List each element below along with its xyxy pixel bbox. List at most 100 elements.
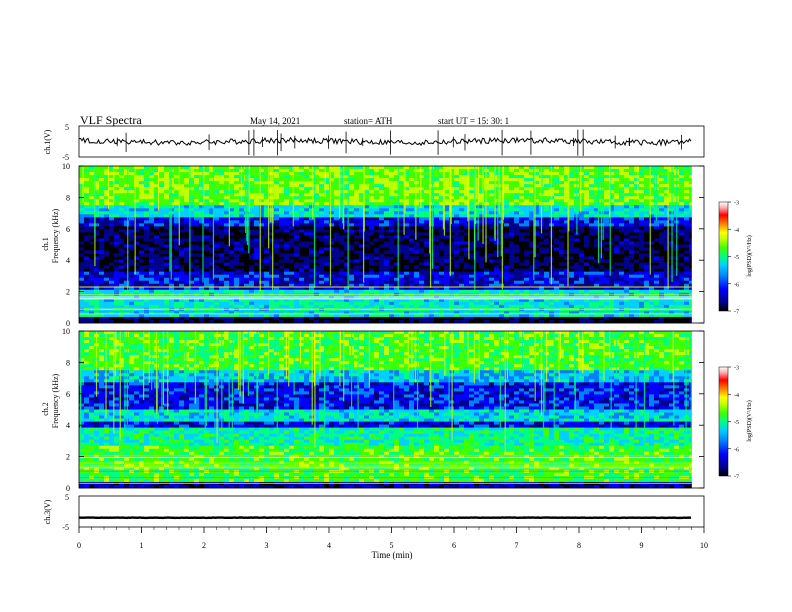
spectrogram-cell [109, 208, 115, 212]
spectrogram-cell [399, 250, 405, 254]
spectrogram-cell [414, 268, 420, 272]
spectrogram-cell [454, 280, 460, 285]
spectrogram-cell [664, 250, 670, 254]
spectrogram-cell [84, 286, 90, 291]
spectrogram-cell [369, 265, 375, 269]
spectrogram-cell [94, 268, 100, 272]
spectrogram-cell [109, 214, 115, 218]
spectrogram-cell [129, 211, 135, 215]
spectrogram-cell [299, 175, 305, 179]
spectrogram-cell [604, 232, 610, 236]
spectrogram-cell [559, 265, 565, 269]
spectrogram-cell [634, 166, 640, 170]
spectrogram-cell [199, 238, 205, 242]
spectrogram-cell [289, 274, 295, 279]
spectrogram-cell [84, 178, 90, 182]
spectrogram-cell [249, 286, 255, 291]
spectrogram-cell [189, 184, 195, 188]
spectrogram-cell [469, 262, 475, 266]
spectrogram-cell [309, 199, 315, 203]
spectrogram-cell [479, 232, 485, 236]
spectrogram-cell [529, 244, 535, 248]
spectrogram-cell [119, 226, 125, 230]
spectrogram-cell [224, 220, 230, 224]
spectrogram-cell [139, 259, 145, 263]
spectrogram-cell [174, 208, 180, 212]
spectrogram-cell [479, 268, 485, 272]
spectrogram-cell [314, 172, 320, 176]
spectrogram-cell [214, 208, 220, 212]
spectrogram-cell [364, 202, 370, 206]
spectrogram-cell [519, 241, 525, 245]
spectrogram-cell [79, 214, 85, 218]
spectrogram-cell [324, 253, 330, 257]
spectrogram-cell [89, 286, 95, 291]
spectrogram-cell [299, 172, 305, 176]
spectrogram-cell [139, 205, 145, 209]
spectrogram-cell [399, 241, 405, 245]
spectrogram-cell [594, 205, 600, 209]
spectrogram-cell [579, 268, 585, 272]
spectrogram-cell [224, 244, 230, 248]
spectrogram-cell [509, 280, 515, 285]
spectrogram-cell [454, 169, 460, 173]
spectrogram-cell [579, 202, 585, 206]
spectrogram-cell [104, 253, 110, 257]
spectrogram-cell [339, 190, 345, 194]
spectrogram-cell [349, 247, 355, 251]
spectrogram-cell [194, 223, 200, 227]
spectrogram-cell [369, 244, 375, 248]
spectrogram-cell [584, 274, 590, 279]
spectrogram-cell [534, 229, 540, 233]
spectrogram-cell [634, 214, 640, 218]
spectrogram-cell [504, 226, 510, 230]
spectrogram-cell [519, 238, 525, 242]
spectrogram-cell [94, 274, 100, 279]
spectrogram-cell [154, 268, 160, 272]
spectrogram-cell [299, 259, 305, 263]
spectrogram-cell [554, 223, 560, 227]
spectrogram-cell [444, 169, 450, 173]
spectrogram-cell [124, 175, 130, 179]
spectrogram-cell [484, 172, 490, 176]
spectrogram-cell [209, 190, 215, 194]
spectrogram-cell [304, 226, 310, 230]
spectrogram-cell [504, 271, 510, 275]
spectrogram-cell [394, 217, 400, 221]
spectrogram-cell [314, 169, 320, 173]
spectrogram-cell [634, 262, 640, 266]
spectrogram-cell [589, 235, 595, 239]
spectrogram-cell [619, 247, 625, 251]
spectrogram-cell [184, 193, 190, 197]
spectrogram-cell [79, 205, 85, 209]
spectrogram-cell [669, 283, 675, 288]
spectrogram-cell [444, 175, 450, 179]
spectrogram-cell [634, 211, 640, 215]
spectrogram-cell [369, 259, 375, 263]
spectrogram-cell [539, 235, 545, 239]
spectrogram-cell [604, 262, 610, 266]
spectrogram-cell [454, 205, 460, 209]
spectrogram-cell [94, 226, 100, 230]
spectrogram-cell [114, 178, 120, 182]
spectrogram-cell [379, 211, 385, 215]
spectrogram-cell [389, 226, 395, 230]
spectrogram-cell [444, 247, 450, 251]
spectrogram-cell [494, 220, 500, 224]
spectrogram-cell [514, 226, 520, 230]
spectrogram-cell [584, 211, 590, 215]
spectrogram-cell [579, 223, 585, 227]
spectrogram-cell [84, 283, 90, 288]
spectrogram-cell [469, 229, 475, 233]
spectrogram-cell [89, 178, 95, 182]
spectrogram-cell [659, 262, 665, 266]
spectrogram-cell [254, 211, 260, 215]
spectrogram-cell [409, 247, 415, 251]
spectrogram-cell [109, 229, 115, 233]
spectrogram-cell [389, 256, 395, 260]
spectrogram-cell [294, 259, 300, 263]
spectrogram-cell [624, 265, 630, 269]
spectrogram-cell [429, 283, 435, 288]
spectrogram-cell [194, 217, 200, 221]
spectrogram-cell [514, 259, 520, 263]
